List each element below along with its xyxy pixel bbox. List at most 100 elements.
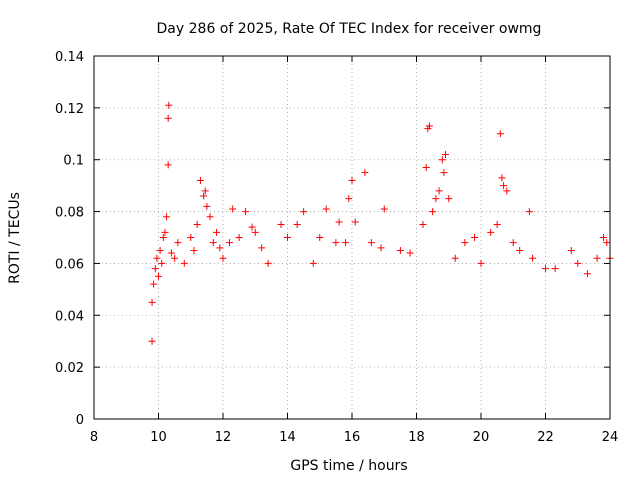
y-tick-label: 0.08 <box>55 206 84 221</box>
data-point <box>180 259 188 267</box>
data-point <box>206 213 214 221</box>
data-point <box>487 228 495 236</box>
data-point <box>187 234 195 241</box>
data-point <box>158 259 166 267</box>
data-point <box>525 208 533 216</box>
data-point <box>396 246 404 254</box>
data-point <box>351 218 359 226</box>
x-tick-label: 14 <box>279 430 296 445</box>
data-point <box>425 122 433 130</box>
data-point <box>361 169 369 177</box>
x-tick-label: 20 <box>473 430 490 445</box>
data-point <box>219 254 227 262</box>
data-point <box>216 244 224 252</box>
x-tick-labels: 8 10 12 14 16 18 20 22 24 <box>90 430 618 445</box>
data-point <box>367 239 375 247</box>
y-tick-label: 0.1 <box>63 154 84 169</box>
y-tick-label: 0.14 <box>55 50 84 65</box>
data-point <box>258 244 266 252</box>
data-point <box>203 202 211 210</box>
data-point <box>196 176 204 184</box>
chart-title: Day 286 of 2025, Rate Of TEC Index for r… <box>157 21 542 37</box>
data-point <box>225 239 233 247</box>
data-point <box>445 195 453 203</box>
data-point <box>477 259 485 267</box>
y-tick-label: 0.02 <box>55 361 84 376</box>
data-point <box>574 259 582 267</box>
data-point <box>603 239 611 247</box>
data-point <box>150 280 158 288</box>
y-tick-label: 0.06 <box>55 257 84 272</box>
data-point <box>496 130 504 138</box>
data-point <box>148 298 156 306</box>
y-tick-label: 0 <box>76 413 84 428</box>
data-point <box>159 234 167 241</box>
data-point <box>190 246 198 254</box>
data-point <box>345 195 353 203</box>
x-tick-label: 24 <box>602 430 619 445</box>
data-point <box>529 254 537 262</box>
data-point <box>342 239 350 247</box>
x-tick-label: 22 <box>537 430 554 445</box>
data-point <box>435 187 443 195</box>
data-point <box>335 218 343 226</box>
data-point <box>509 239 517 247</box>
data-point <box>164 161 172 169</box>
data-point <box>432 195 440 203</box>
data-point <box>583 270 591 278</box>
data-point <box>567 246 575 254</box>
x-axis-title: GPS time / hours <box>290 458 407 474</box>
data-point <box>600 234 608 241</box>
data-point <box>248 223 256 231</box>
x-tick-label: 12 <box>215 430 232 445</box>
data-point <box>242 208 250 216</box>
data-point <box>164 114 172 122</box>
data-point <box>201 187 209 195</box>
data-point <box>380 205 388 213</box>
data-point <box>155 272 162 280</box>
data-point <box>163 213 171 221</box>
data-point <box>193 221 201 229</box>
data-point <box>156 246 164 254</box>
data-point <box>174 239 182 247</box>
data-point <box>165 101 173 109</box>
data-point <box>493 221 501 229</box>
data-point <box>516 246 524 254</box>
data-point <box>293 221 301 229</box>
data-point <box>200 192 208 200</box>
data-point <box>277 221 285 229</box>
data-point <box>593 254 601 262</box>
data-point <box>251 228 259 236</box>
y-tick-labels: 0 0.02 0.04 0.06 0.08 0.1 0.12 0.14 <box>55 50 84 428</box>
data-point <box>300 208 308 216</box>
x-tick-label: 10 <box>150 430 167 445</box>
data-point <box>551 265 559 273</box>
data-points-layer <box>148 101 614 345</box>
data-point <box>440 169 448 177</box>
data-point <box>461 239 469 247</box>
data-point <box>332 239 340 247</box>
data-point <box>348 176 356 184</box>
data-point <box>153 254 161 262</box>
data-point <box>406 249 414 257</box>
data-point <box>148 337 156 345</box>
data-point <box>209 239 217 247</box>
data-point <box>309 259 317 267</box>
data-point <box>422 163 430 171</box>
data-point <box>322 205 330 213</box>
data-point <box>500 182 508 190</box>
data-point <box>213 228 221 236</box>
data-point <box>442 151 450 159</box>
data-point <box>167 249 175 257</box>
data-point <box>377 244 385 252</box>
x-tick-label: 18 <box>408 430 425 445</box>
data-point <box>151 265 159 273</box>
data-point <box>542 265 549 273</box>
data-point <box>438 156 446 164</box>
x-tick-label: 16 <box>344 430 361 445</box>
data-point <box>451 254 459 262</box>
x-tick-label: 8 <box>90 430 98 445</box>
grid-layer <box>94 56 610 419</box>
data-point <box>471 234 479 241</box>
